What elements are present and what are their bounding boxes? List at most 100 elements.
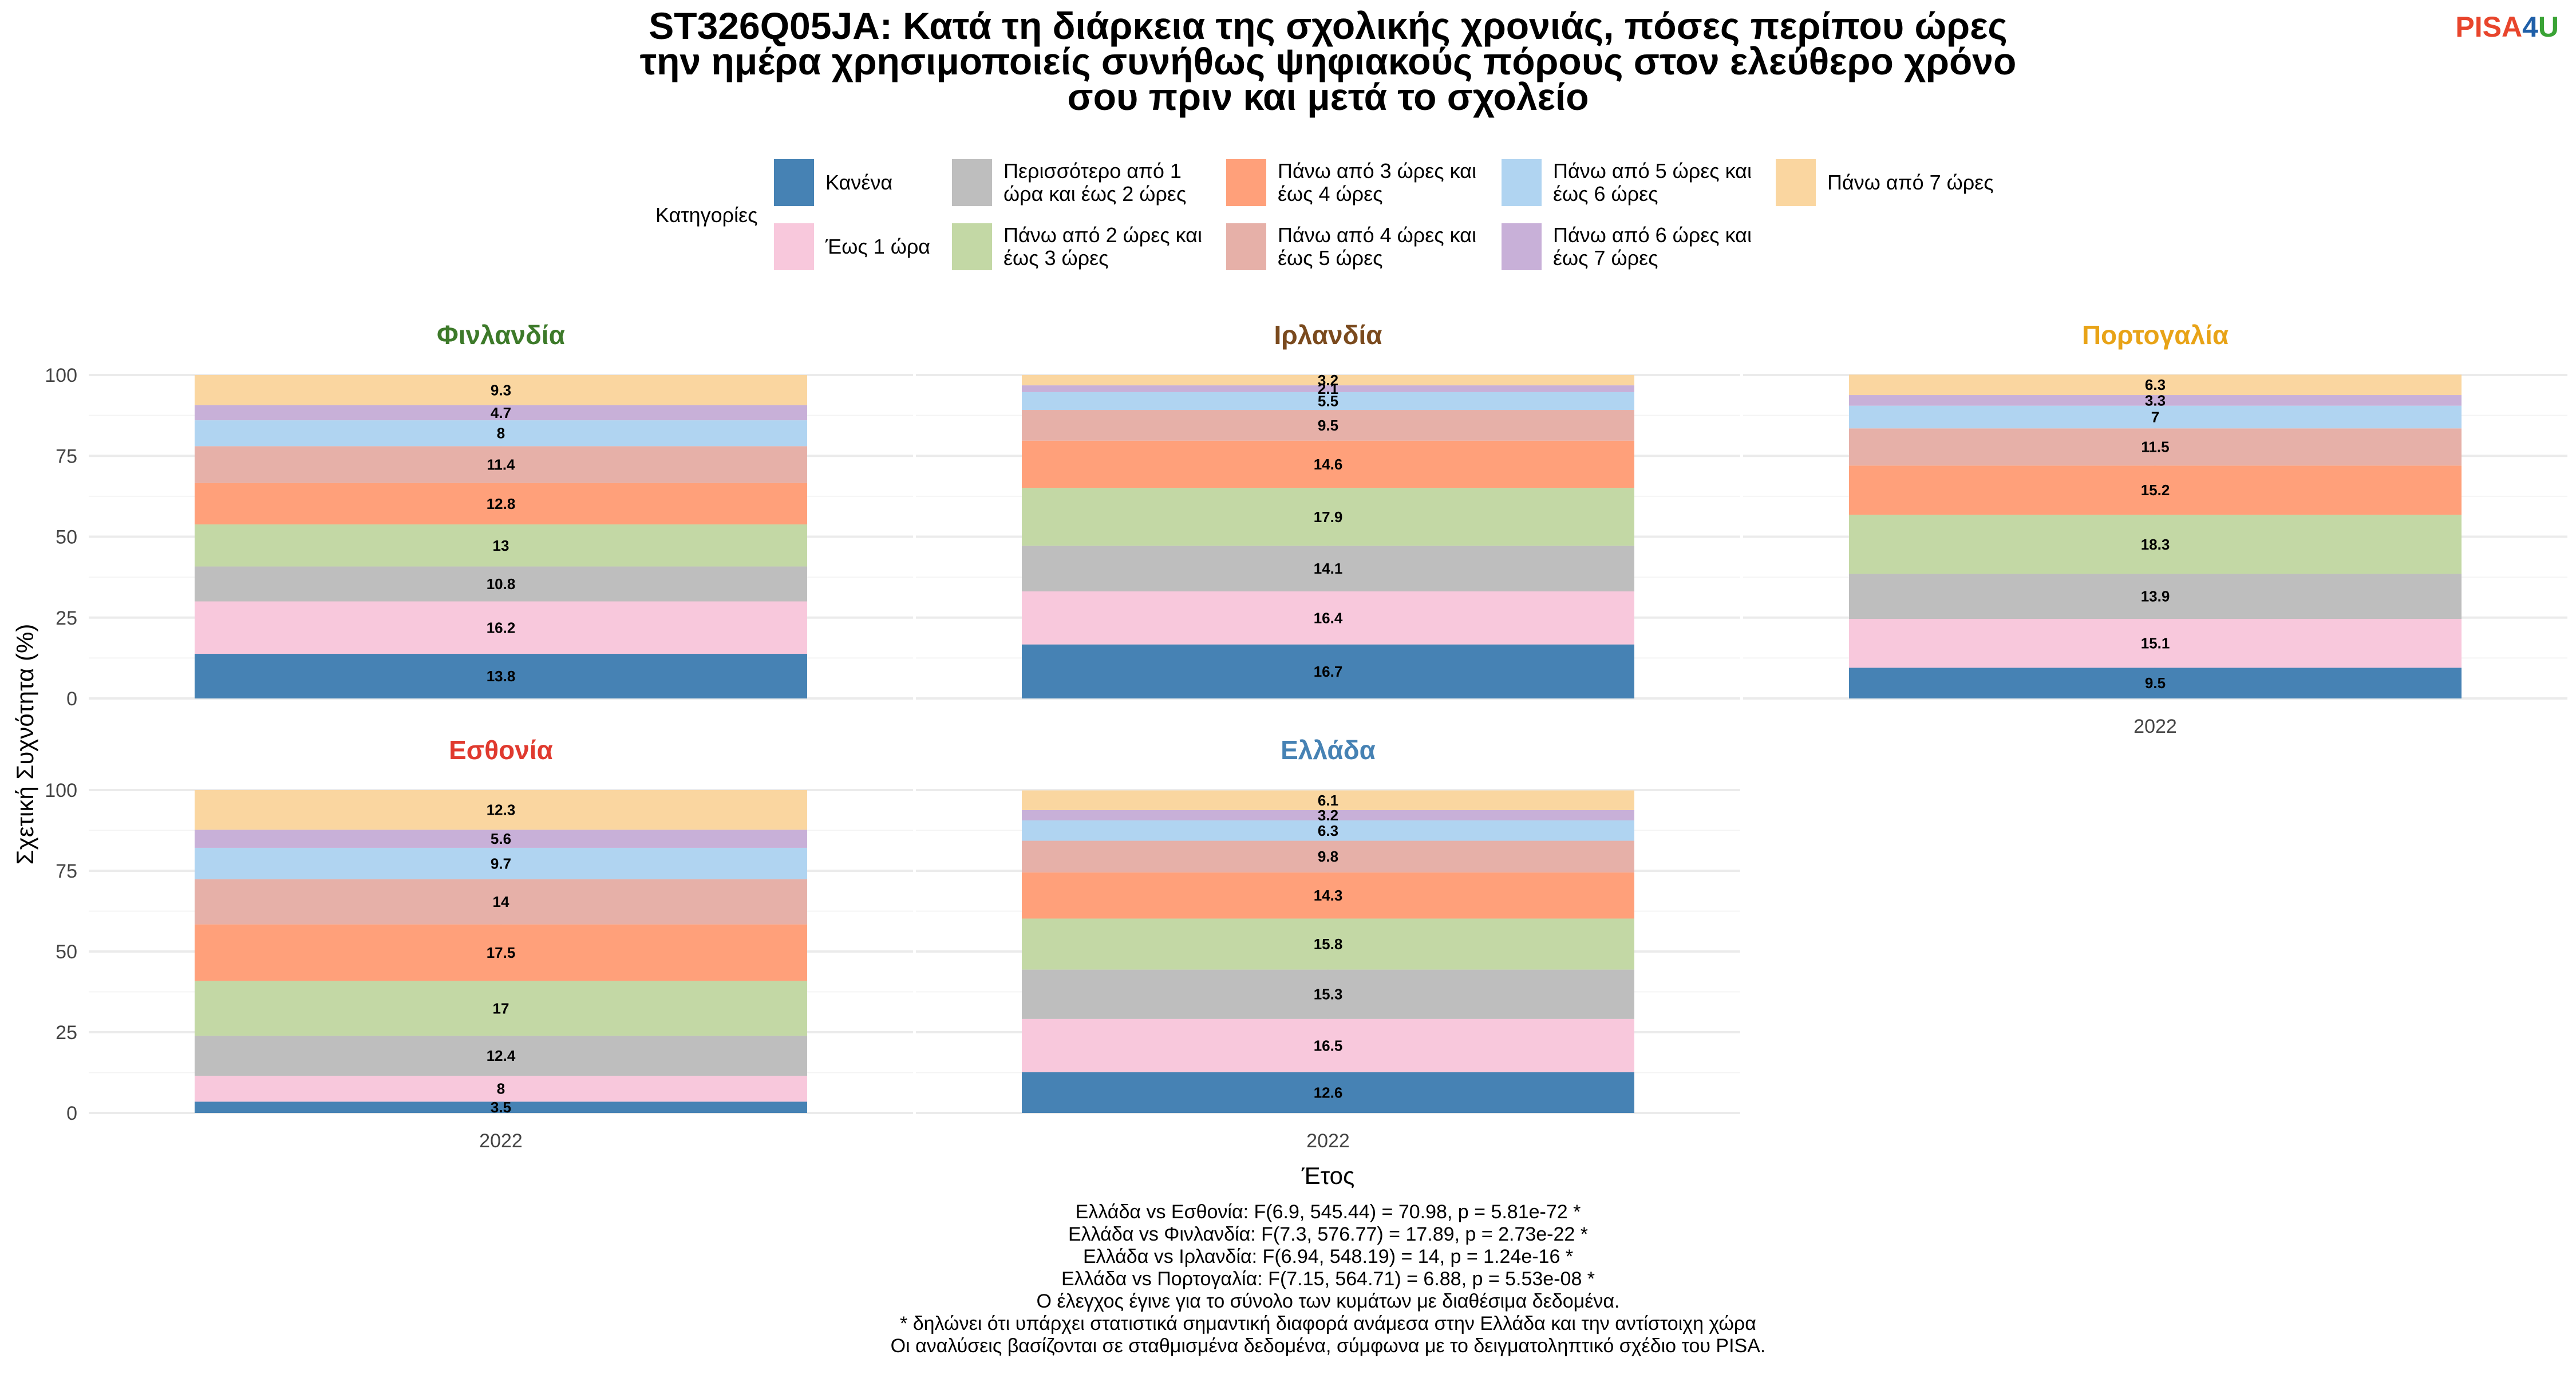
data-label: 13 [493,537,509,554]
legend-label: Πάνω από 7 ώρες [1827,171,1994,194]
bar-segment [1022,591,1634,645]
bar-segment [1022,840,1634,872]
bar-segment [195,879,807,925]
data-label: 17 [493,1000,509,1017]
bar-segment [195,405,807,421]
footnote-line: Ο έλεγχος έγινε για το σύνολο των κυμάτω… [1037,1290,1620,1312]
footnote-line: Ελλάδα vs Εσθονία: F(6.9, 545.44) = 70.9… [1076,1201,1581,1223]
x-tick-label: 2022 [1306,1130,1350,1152]
panel-title: Πορτογαλία [2082,320,2229,350]
data-label: 9.8 [1318,848,1338,865]
y-tick-label: 25 [56,607,77,629]
data-label: 15.2 [2141,481,2170,499]
footnote-line: Ελλάδα vs Ιρλανδία: F(6.94, 548.19) = 14… [1083,1246,1573,1268]
data-label: 6.1 [1318,792,1338,809]
legend-label: Έως 1 ώρα [825,235,930,258]
footnote-line: Ελλάδα vs Φινλανδία: F(7.3, 576.77) = 17… [1068,1223,1588,1245]
bar-segment [195,830,807,848]
data-label: 14.1 [1314,560,1343,577]
data-label: 12.3 [487,802,516,819]
data-label: 3.2 [1318,807,1338,824]
data-label: 16.2 [487,619,516,636]
legend-label: Περισσότερο από 1 [1003,159,1182,183]
panel-title: Φινλανδία [437,320,565,350]
bar-segment [195,847,807,879]
title-line: την ημέρα χρησιμοποιείς συνήθως ψηφιακού… [640,40,2017,82]
bar-segment [1022,644,1634,698]
legend-label: Πάνω από 5 ώρες και [1553,159,1752,183]
data-label: 12.6 [1314,1084,1343,1101]
bar-segment [1849,619,2462,668]
footnote-line: Οι αναλύσεις βασίζονται σε σταθμισμένα δ… [891,1335,1766,1357]
pisa4u-logo: PISA4U [2455,11,2559,43]
data-label: 12.8 [487,495,516,512]
legend-swatch [1502,223,1542,270]
footnote-line: * δηλώνει ότι υπάρχει στατιστικά σημαντι… [900,1313,1756,1334]
y-tick-label: 0 [66,688,77,710]
data-label: 6.3 [2145,376,2166,393]
bar-segment [195,1101,807,1113]
data-label: 3.5 [491,1099,511,1116]
y-tick-label: 75 [56,860,77,882]
data-label: 14.3 [1314,887,1343,904]
facet-panel: Ελλάδα 12.6 16.5 15.3 15.8 14.3 9.8 6.33.26.1 20… [916,735,1740,1152]
bar-segment [195,420,807,447]
data-label: 16.7 [1314,663,1343,680]
logo-part-pisa: PISA [2455,11,2522,43]
bar-segment [1022,918,1634,970]
bar-segment [195,790,807,830]
axis-titles: Έτος Σχετική Συχνότητα (%) [11,624,1354,1189]
bar-segment [1022,392,1634,410]
legend-label: έως 4 ώρες [1278,182,1383,206]
bar-segment [195,446,807,483]
data-label: 17.5 [487,944,516,961]
svg-text:PISA4U: PISA4U [2455,11,2559,43]
legend-item: Πάνω από 7 ώρες [1776,159,1994,206]
legend-label: Πάνω από 6 ώρες και [1553,223,1752,247]
data-label: 13.9 [2141,588,2170,605]
bar-segment [1022,375,1634,386]
legend-swatch [1502,159,1542,206]
data-label: 14 [493,893,509,910]
y-tick-label: 100 [45,780,77,802]
title-line: σου πριν και μετά το σχολείο [1067,76,1589,118]
footnote-line: Ελλάδα vs Πορτογαλία: F(7.15, 564.71) = … [1061,1268,1595,1290]
bar-segment [1022,410,1634,441]
bar-segment [1022,385,1634,392]
legend-label: Πάνω από 3 ώρες και [1278,159,1476,183]
bar-segment [195,524,807,567]
facet-panel: Εσθονία 0 25 50 75 100 3.5 8 12.4 17 17.5 14 9.7 5.6 1… [45,735,913,1152]
bar-segment [195,981,807,1036]
bar-segment [1849,668,2462,698]
data-label: 3.2 [1318,372,1338,389]
y-tick-label: 50 [56,527,77,548]
legend-label: Κανένα [825,171,892,194]
bar-segment [1849,574,2462,619]
data-label: 15.3 [1314,986,1343,1003]
y-tick-label: 0 [66,1103,77,1124]
data-label: 12.4 [487,1047,516,1064]
facet-panel: Πορτογαλία 9.5 15.1 13.9 18.3 15.2 11.5 73.36.3… [1743,320,2567,737]
x-axis-title: Έτος [1301,1162,1355,1189]
chart-title: ST326Q05JA: Κατά τη διάρκεια της σχολική… [640,5,2017,118]
data-label: 15.8 [1314,935,1343,953]
bar-segment [1022,546,1634,591]
data-label: 16.4 [1314,609,1343,626]
data-label: 17.9 [1314,508,1343,526]
bar-segment [1022,440,1634,488]
y-axis-title: Σχετική Συχνότητα (%) [11,624,38,865]
bar-segment [195,483,807,525]
bar-segment [1022,1072,1634,1113]
bar-segment [1849,515,2462,574]
bar-segment [1022,790,1634,810]
legend-swatch [1776,159,1816,206]
data-label: 5.6 [491,830,511,847]
legend-item: Έως 1 ώρα [774,223,930,270]
y-tick-label: 25 [56,1022,77,1044]
legend-label: έως 3 ώρες [1003,246,1109,270]
footnotes: Ελλάδα vs Εσθονία: F(6.9, 545.44) = 70.9… [891,1201,1766,1357]
bar-segment [1022,1018,1634,1072]
facet-panels: Φινλανδία 0 25 50 75 100 13.8 16.2 10.8 13 12.8 11.… [45,320,2567,1152]
data-label: 8 [497,425,505,442]
x-tick-label: 2022 [479,1130,523,1152]
